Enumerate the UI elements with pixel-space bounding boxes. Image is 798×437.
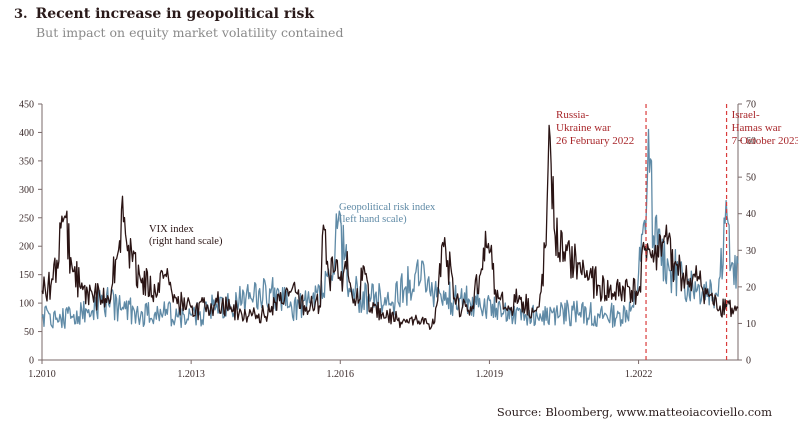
right-tick-label: 30 [746,246,756,257]
event-label: Israel-Hamas war 7 October 2023 [732,109,798,147]
gpr-series-group [41,128,739,329]
left-tick-label: 200 [19,242,34,253]
event-label-line: Israel- [732,109,760,121]
x-tick-label: 1.2019 [476,369,504,380]
left-tick-label: 350 [19,156,34,167]
right-tick-label: 60 [746,136,756,147]
x-tick-label: 1.2016 [327,369,355,380]
event-label-line: Russia- [556,109,589,121]
right-tick-label: 40 [746,209,756,220]
event-label-line: Hamas war [732,122,782,134]
left-tick-label: 250 [19,213,34,224]
right-tick-label: 0 [746,356,751,367]
left-tick-label: 0 [29,356,34,367]
series-label: VIX index (right hand scale) [149,224,223,247]
series-label-line: VIX index [149,224,194,235]
event-label-line: Ukraine war [556,122,611,134]
event-label-line: 7 October 2023 [732,135,798,147]
series-label-line: (left hand scale) [339,214,407,225]
events-group: Russia-Ukraine war 26 February 2022 Israel… [556,104,798,360]
series-label: Geopolitical risk index (left hand scale) [339,202,436,225]
figure-number: 3. [14,7,28,22]
right-tick-label: 50 [746,173,756,184]
left-tick-label: 300 [19,185,34,196]
right-tick-label: 10 [746,319,756,330]
left-tick-label: 50 [24,327,34,338]
axes-group: 0 50 100 150 200 250 300 350 400 450 0 10 20 30 40 50 60… [19,100,756,381]
x-tick-label: 1.2010 [28,369,56,380]
gpr-series-line [41,128,739,329]
vix-series-group [41,124,739,330]
left-tick-label: 400 [19,128,34,139]
event-label: Russia-Ukraine war 26 February 2022 [556,109,634,147]
right-tick-label: 70 [746,100,756,111]
series-label-line: (right hand scale) [149,236,223,247]
left-tick-label: 100 [19,299,34,310]
left-tick-label: 450 [19,100,34,111]
left-tick-label: 150 [19,270,34,281]
right-tick-label: 20 [746,282,756,293]
chart-subtitle: But impact on equity market volatility c… [36,25,344,40]
x-tick-label: 1.2013 [177,369,205,380]
labels-group: VIX index (right hand scale) Geopolitical … [149,202,436,247]
series-label-line: Geopolitical risk index [339,202,436,213]
x-tick-label: 1.2022 [625,369,653,380]
vix-series-line [41,124,739,330]
event-label-line: 26 February 2022 [556,135,634,147]
source-note: Source: Bloomberg, www.matteoiacoviello.… [496,405,772,419]
chart-header: 3. Recent increase in geopolitical risk … [14,6,343,40]
chart-title: Recent increase in geopolitical risk [35,6,315,22]
